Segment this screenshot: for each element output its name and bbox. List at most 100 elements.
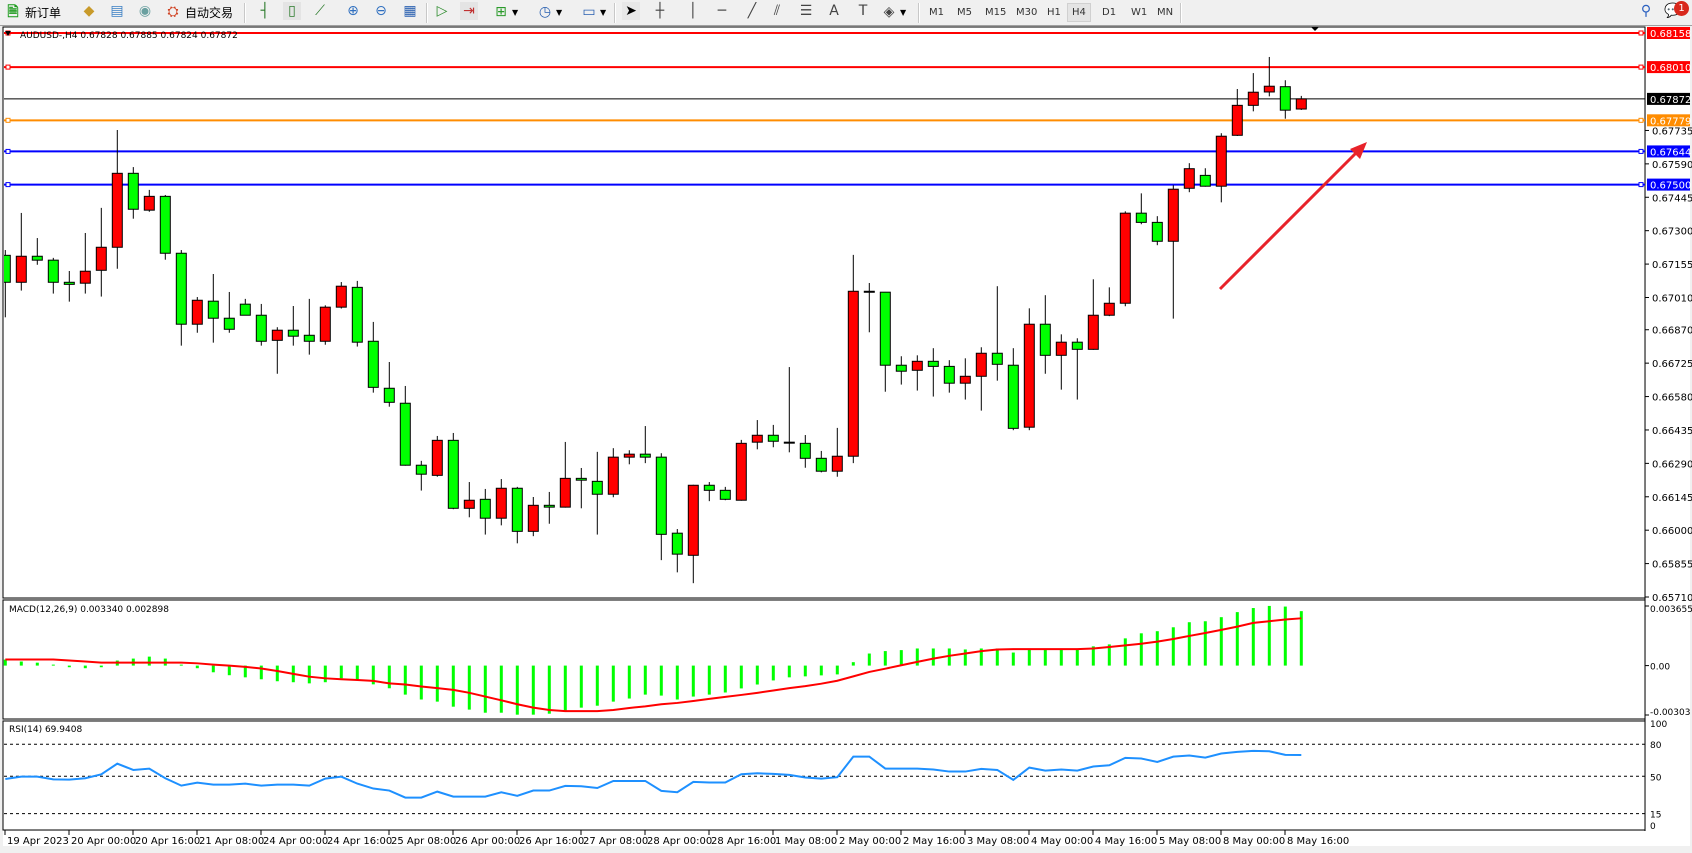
timeframe-m1[interactable]: M1 bbox=[929, 7, 944, 18]
candle[interactable] bbox=[207, 273, 219, 343]
candle[interactable] bbox=[159, 194, 171, 260]
time-axis[interactable] bbox=[3, 831, 1690, 846]
candle[interactable] bbox=[31, 238, 43, 265]
candle[interactable] bbox=[1023, 308, 1035, 431]
candle[interactable] bbox=[863, 282, 875, 333]
candle[interactable] bbox=[351, 280, 363, 347]
candle[interactable] bbox=[1295, 95, 1307, 110]
candle[interactable] bbox=[1039, 295, 1051, 374]
candle[interactable] bbox=[47, 257, 59, 294]
auto-trading-button[interactable]: ⛭ 自动交易 bbox=[164, 2, 233, 22]
candle[interactable] bbox=[703, 482, 715, 502]
candle[interactable] bbox=[79, 232, 91, 294]
candle[interactable] bbox=[0, 250, 11, 318]
candle[interactable] bbox=[543, 491, 555, 524]
line-handle-icon[interactable] bbox=[1638, 30, 1644, 36]
text-icon[interactable]: A bbox=[829, 3, 839, 19]
candle[interactable] bbox=[991, 286, 1003, 381]
timeframe-mn[interactable]: MN bbox=[1157, 7, 1174, 18]
candle[interactable] bbox=[847, 254, 859, 464]
chart-shift-icon[interactable]: ▷ bbox=[436, 3, 448, 19]
candle[interactable] bbox=[1215, 133, 1227, 203]
candle[interactable] bbox=[767, 424, 779, 448]
candle[interactable] bbox=[111, 129, 123, 269]
market-watch-icon[interactable]: ◆ bbox=[83, 3, 95, 19]
tile-windows-icon[interactable]: ▦ bbox=[403, 3, 417, 19]
line-handle-icon[interactable] bbox=[1638, 182, 1644, 188]
fibonacci-icon[interactable]: ☰ bbox=[799, 3, 813, 19]
candle[interactable] bbox=[511, 486, 523, 544]
timeframe-w1[interactable]: W1 bbox=[1131, 7, 1148, 18]
candle[interactable] bbox=[1167, 185, 1179, 319]
candle[interactable] bbox=[783, 367, 795, 453]
candle[interactable] bbox=[1231, 88, 1243, 136]
candle[interactable] bbox=[1199, 168, 1211, 187]
candle[interactable] bbox=[1103, 287, 1115, 317]
new-order-button[interactable]: 🗎 新订单 bbox=[4, 2, 61, 22]
candle[interactable] bbox=[1183, 163, 1195, 193]
arrow-shaft[interactable] bbox=[1218, 151, 1358, 291]
candle[interactable] bbox=[735, 439, 747, 501]
crosshair-icon[interactable]: ┼ bbox=[655, 3, 665, 19]
candle[interactable] bbox=[447, 432, 459, 510]
navigator-icon[interactable]: ◉ bbox=[138, 3, 152, 19]
line-handle-icon[interactable] bbox=[5, 64, 11, 70]
candle[interactable] bbox=[239, 298, 251, 316]
candle[interactable] bbox=[559, 441, 571, 508]
notification-badge[interactable]: 1 bbox=[1674, 1, 1689, 16]
candle[interactable] bbox=[95, 207, 107, 297]
macd-pane[interactable] bbox=[2, 599, 1646, 720]
timeframe-m15[interactable]: M15 bbox=[985, 7, 1007, 18]
equidistant-channel-icon[interactable]: ⫽ bbox=[773, 3, 781, 19]
timeframe-d1[interactable]: D1 bbox=[1102, 7, 1117, 18]
candle[interactable] bbox=[607, 448, 619, 498]
candle[interactable] bbox=[271, 327, 283, 374]
line-handle-icon[interactable] bbox=[5, 182, 11, 188]
vertical-line-icon[interactable]: │ bbox=[688, 3, 698, 19]
rsi-pane[interactable] bbox=[2, 720, 1646, 831]
candle[interactable] bbox=[479, 488, 491, 535]
candle[interactable] bbox=[1007, 348, 1019, 431]
candle[interactable] bbox=[575, 467, 587, 509]
candle[interactable] bbox=[463, 482, 475, 518]
timeframe-h1[interactable]: H1 bbox=[1047, 7, 1061, 18]
candlestick-icon[interactable]: ▯ bbox=[283, 2, 301, 20]
candle[interactable] bbox=[1247, 73, 1259, 112]
candle[interactable] bbox=[335, 282, 347, 309]
templates-button[interactable]: ▭ ▼ bbox=[580, 2, 606, 22]
candle[interactable] bbox=[719, 486, 731, 501]
candle[interactable] bbox=[303, 298, 315, 355]
line-chart-icon[interactable]: ⟋ bbox=[315, 3, 325, 19]
zoom-out-icon[interactable]: ⊖ bbox=[375, 3, 387, 19]
timeframe-m30[interactable]: M30 bbox=[1016, 7, 1038, 18]
trendline-icon[interactable]: ╱ bbox=[747, 3, 757, 19]
candle[interactable] bbox=[623, 450, 635, 465]
candle[interactable] bbox=[831, 427, 843, 477]
candle[interactable] bbox=[1279, 80, 1291, 119]
line-handle-icon[interactable] bbox=[1638, 64, 1644, 70]
chart-shift-marker-icon[interactable] bbox=[1311, 27, 1319, 31]
candle[interactable] bbox=[191, 297, 203, 333]
candle[interactable] bbox=[431, 435, 443, 477]
candle[interactable] bbox=[495, 479, 507, 526]
bar-chart-icon[interactable]: ┤ bbox=[260, 3, 270, 19]
candle[interactable] bbox=[527, 497, 539, 537]
candle[interactable] bbox=[959, 358, 971, 400]
timeframe-h4[interactable]: H4 bbox=[1067, 3, 1091, 22]
candle[interactable] bbox=[143, 189, 155, 212]
line-handle-icon[interactable] bbox=[5, 117, 11, 123]
candle[interactable] bbox=[815, 450, 827, 473]
candle[interactable] bbox=[671, 529, 683, 573]
candle[interactable] bbox=[687, 484, 699, 584]
candle[interactable] bbox=[1071, 338, 1083, 400]
candle[interactable] bbox=[1263, 56, 1275, 97]
horizontal-line-icon[interactable]: ─ bbox=[717, 3, 727, 19]
line-handle-icon[interactable] bbox=[5, 148, 11, 154]
search-icon[interactable]: ⚲ bbox=[1640, 3, 1652, 19]
price-axis[interactable] bbox=[1646, 27, 1690, 846]
candle[interactable] bbox=[591, 451, 603, 535]
candle[interactable] bbox=[639, 426, 651, 464]
candle[interactable] bbox=[927, 348, 939, 397]
chart-menu-triangle-icon[interactable] bbox=[5, 31, 11, 36]
